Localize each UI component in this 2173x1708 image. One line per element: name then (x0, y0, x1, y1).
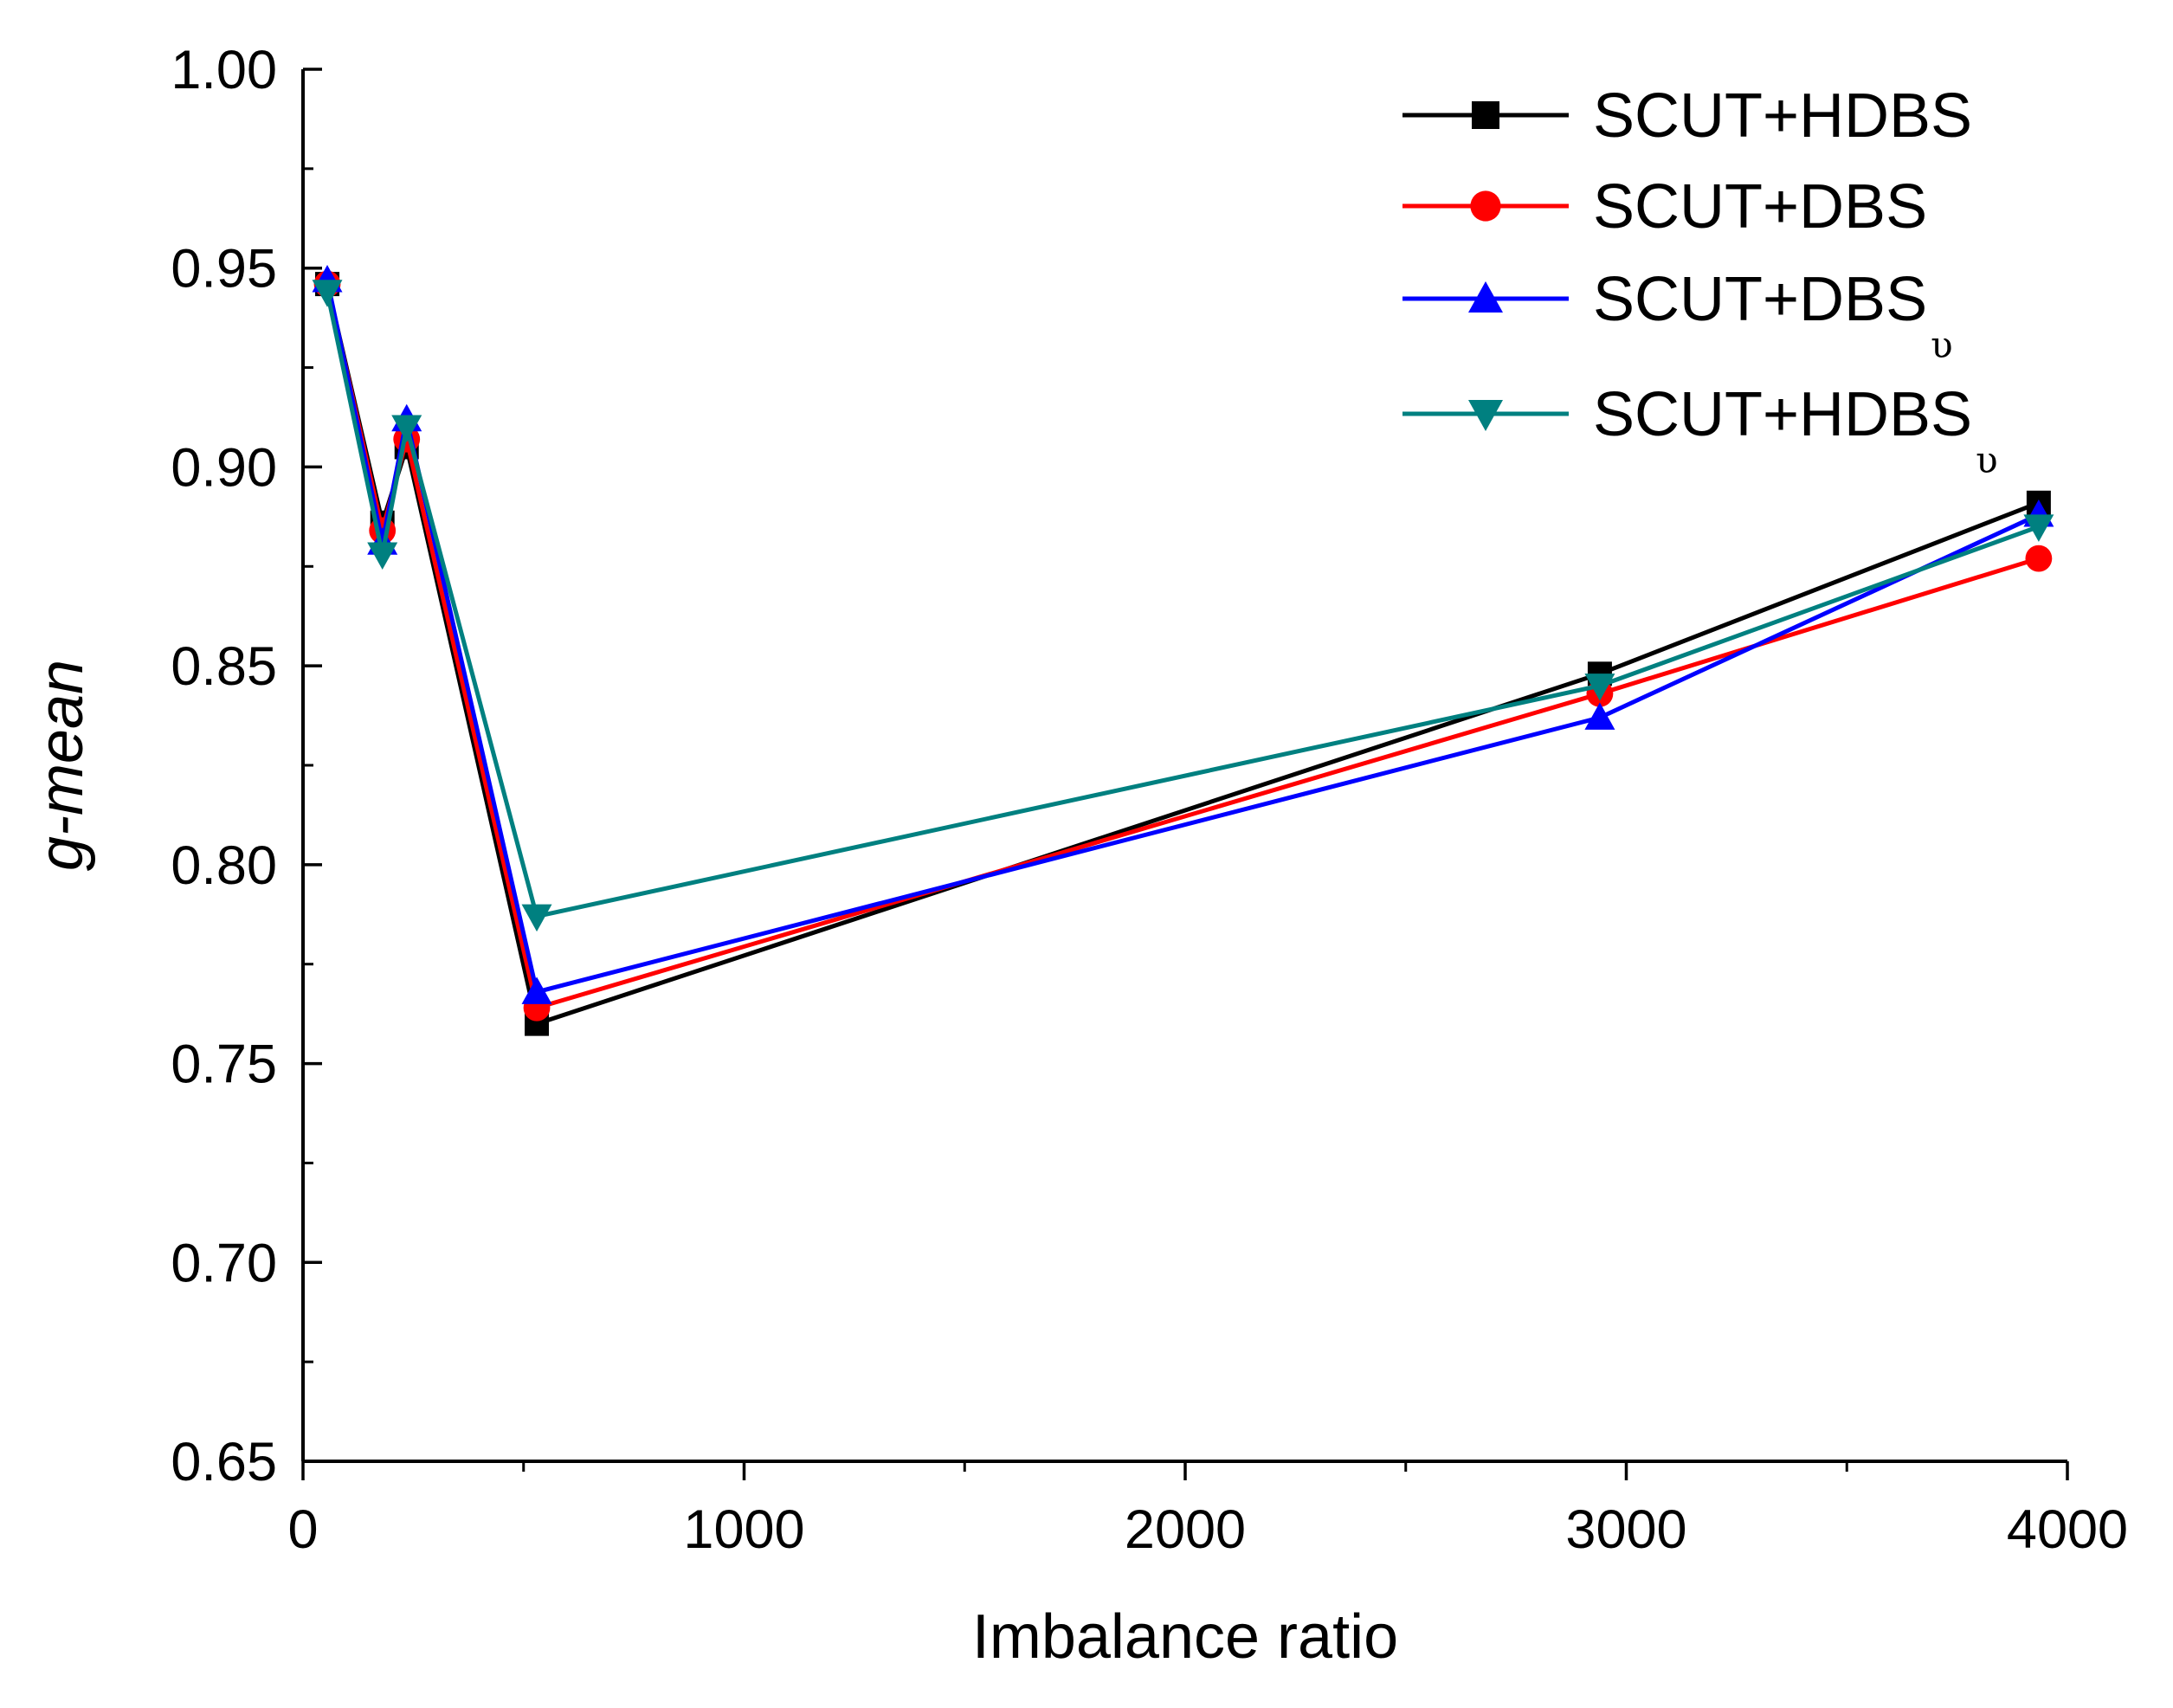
legend-marker (1470, 190, 1501, 222)
data-point (2023, 514, 2054, 542)
y-axis-title: g-mean (27, 660, 96, 871)
y-tick-label: 0.70 (171, 1233, 277, 1293)
x-tick-label: 4000 (2007, 1499, 2128, 1560)
data-point (521, 976, 552, 1004)
legend-item-2: SCUT+DBS (1402, 172, 1927, 242)
y-tick-label: 0.90 (171, 437, 277, 498)
series-line (325, 279, 2040, 995)
x-tick-label: 2000 (1125, 1499, 1246, 1560)
data-point (2025, 545, 2053, 572)
series-4 (312, 280, 2054, 932)
y-tick-label: 0.80 (171, 835, 277, 896)
data-point (1584, 674, 1615, 701)
y-tick-label: 0.75 (171, 1034, 277, 1095)
y-tick-label: 0.95 (171, 239, 277, 300)
legend-subscript: υ (1976, 439, 1998, 481)
legend-label: SCUT+DBS (1593, 265, 1927, 334)
x-tick-label: 1000 (683, 1499, 804, 1560)
data-point (391, 415, 422, 442)
legend-marker (1468, 281, 1503, 313)
legend-label: SCUT+HDBS (1593, 81, 1972, 151)
legend-label: SCUT+DBS (1593, 172, 1927, 242)
legend-marker (1472, 101, 1499, 129)
legend-label: SCUT+HDBS (1593, 380, 1972, 449)
x-axis-title: Imbalance ratio (972, 1602, 1398, 1672)
y-tick-label: 0.85 (171, 636, 277, 697)
y-tick-label: 0.65 (171, 1432, 277, 1492)
axes: 0.65 0.70 0.75 0.80 0.85 0.90 0.95 1.00 0 1000 200… (171, 40, 2128, 1560)
data-point (1584, 702, 1615, 730)
y-tick-label: 1.00 (171, 40, 277, 100)
legend-subscript: υ (1931, 324, 1953, 366)
legend-marker (1468, 400, 1503, 431)
x-tick-label: 3000 (1565, 1499, 1686, 1560)
series-line (325, 291, 2040, 919)
data-point (367, 542, 398, 570)
data-point (312, 280, 343, 307)
data-point (521, 904, 552, 932)
series-layer (312, 264, 2054, 1036)
legend-item-1: SCUT+HDBS (1402, 81, 1972, 151)
x-tick-label: 0 (287, 1499, 318, 1560)
